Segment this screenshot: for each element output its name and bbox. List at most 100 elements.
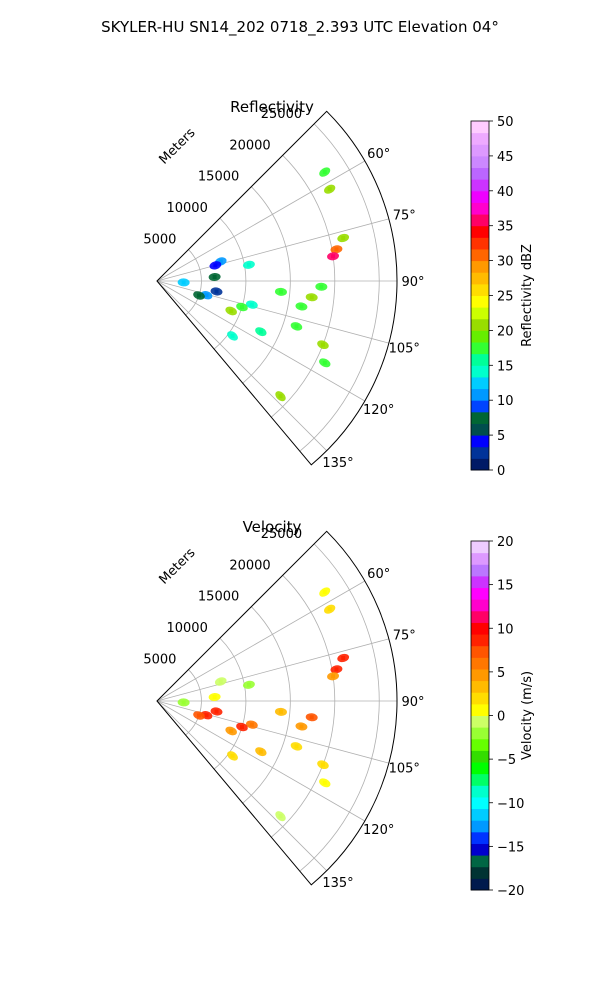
echo-core bbox=[218, 259, 223, 264]
echo-core bbox=[299, 304, 304, 309]
echo-core bbox=[204, 293, 209, 298]
echo-core bbox=[294, 324, 299, 329]
azimuth-gridline bbox=[156, 580, 366, 702]
echo-core bbox=[229, 308, 234, 313]
echo-core bbox=[327, 187, 332, 192]
reflectivity-panel: Reflectivity60°75°90°105°120°135°5000100… bbox=[143, 98, 535, 479]
range-tick-label: 25000 bbox=[261, 107, 302, 122]
range-unit-label: Meters bbox=[157, 125, 199, 167]
echo-core bbox=[278, 814, 283, 819]
range-tick-label: 10000 bbox=[166, 201, 207, 216]
colorbar-swatch bbox=[471, 353, 489, 366]
colorbar-tick-label: 15 bbox=[497, 359, 514, 374]
colorbar-swatch bbox=[471, 680, 489, 693]
azimuth-tick-label: 105° bbox=[389, 761, 420, 776]
colorbar-swatch bbox=[471, 400, 489, 413]
echo-core bbox=[249, 722, 254, 727]
colorbar-swatch bbox=[471, 458, 489, 471]
colorbar-tick-label: −10 bbox=[497, 797, 524, 812]
colorbar-swatch bbox=[471, 214, 489, 227]
echo-core bbox=[212, 274, 217, 279]
colorbar-swatch bbox=[471, 541, 489, 554]
azimuth-tick-label: 75° bbox=[393, 209, 416, 224]
figure-title: SKYLER-HU SN14_202 0718_2.393 UTC Elevat… bbox=[101, 18, 499, 37]
colorbar-swatch bbox=[471, 622, 489, 635]
colorbar-swatch bbox=[471, 446, 489, 459]
colorbar-tick-label: 20 bbox=[497, 535, 514, 550]
colorbar-tick-label: 30 bbox=[497, 255, 514, 270]
colorbar-swatch bbox=[471, 796, 489, 810]
colorbar-tick-label: −15 bbox=[497, 840, 524, 855]
echo-core bbox=[299, 724, 304, 729]
echo-core bbox=[258, 329, 263, 334]
range-ring bbox=[271, 575, 336, 838]
colorbar-tick-label: 25 bbox=[497, 290, 514, 305]
colorbar-swatch bbox=[471, 295, 489, 308]
echo-core bbox=[214, 289, 219, 294]
colorbar-swatch bbox=[471, 831, 489, 844]
colorbar-swatch bbox=[471, 715, 489, 728]
colorbar-label: Velocity (m/s) bbox=[520, 671, 535, 760]
echo-core bbox=[320, 762, 325, 767]
echo-core bbox=[230, 753, 235, 758]
colorbar-swatch bbox=[471, 657, 489, 670]
range-tick-label: 15000 bbox=[198, 170, 239, 185]
colorbar-swatch bbox=[471, 388, 489, 401]
echo-core bbox=[331, 254, 336, 259]
colorbar-tick-label: 50 bbox=[497, 115, 514, 130]
colorbar-swatch bbox=[471, 773, 489, 786]
colorbar-swatch bbox=[471, 750, 489, 763]
colorbar-swatch bbox=[471, 411, 489, 424]
colorbar-tick-label: 40 bbox=[497, 185, 514, 200]
azimuth-tick-label: 90° bbox=[401, 695, 424, 710]
echo-core bbox=[249, 302, 254, 307]
colorbar-swatch bbox=[471, 552, 489, 565]
colorbar-tick-label: 5 bbox=[497, 429, 505, 444]
colorbar-tick-label: −20 bbox=[497, 884, 524, 899]
azimuth-gridline bbox=[156, 638, 389, 702]
azimuth-gridline bbox=[156, 160, 366, 282]
echo-core bbox=[322, 360, 327, 365]
colorbar-tick-label: 20 bbox=[497, 324, 514, 339]
range-tick-label: 25000 bbox=[261, 527, 302, 542]
echo-core bbox=[246, 682, 251, 687]
colorbar-tick-label: 0 bbox=[497, 464, 505, 479]
range-tick-label: 10000 bbox=[166, 621, 207, 636]
echo-core bbox=[240, 304, 245, 309]
azimuth-tick-label: 60° bbox=[367, 147, 390, 162]
colorbar-tick-label: −5 bbox=[497, 753, 516, 768]
colorbar-swatch bbox=[471, 237, 489, 250]
panel-title: Reflectivity bbox=[230, 98, 314, 116]
azimuth-tick-label: 75° bbox=[393, 629, 416, 644]
azimuth-tick-label: 60° bbox=[367, 567, 390, 582]
range-unit-label: Meters bbox=[157, 545, 199, 587]
colorbar-swatch bbox=[471, 179, 489, 192]
range-ring bbox=[299, 543, 380, 872]
colorbar-swatch bbox=[471, 144, 489, 157]
echo-core bbox=[197, 293, 202, 298]
echo-core bbox=[309, 715, 314, 720]
azimuth-gridline bbox=[156, 280, 366, 402]
panel-title: Velocity bbox=[243, 518, 302, 536]
colorbar-swatch bbox=[471, 738, 489, 751]
colorbar-swatch bbox=[471, 132, 489, 145]
colorbar-swatch bbox=[471, 866, 489, 879]
azimuth-tick-label: 135° bbox=[322, 456, 353, 471]
echo-core bbox=[181, 700, 186, 705]
echo-core bbox=[327, 607, 332, 612]
colorbar-swatch bbox=[471, 878, 489, 891]
colorbar-swatch bbox=[471, 599, 489, 612]
colorbar-swatch bbox=[471, 587, 489, 600]
colorbar-swatch bbox=[471, 762, 489, 775]
colorbar-swatch bbox=[471, 727, 489, 740]
azimuth-gridline bbox=[156, 280, 389, 344]
echo-core bbox=[213, 263, 218, 268]
sector-frame bbox=[156, 530, 398, 886]
colorbar-swatch bbox=[471, 808, 489, 821]
colorbar-swatch bbox=[471, 423, 489, 436]
colorbar-swatch bbox=[471, 225, 489, 238]
colorbar-swatch bbox=[471, 283, 489, 296]
echo-core bbox=[204, 713, 209, 718]
colorbar-tick-label: 10 bbox=[497, 394, 514, 409]
